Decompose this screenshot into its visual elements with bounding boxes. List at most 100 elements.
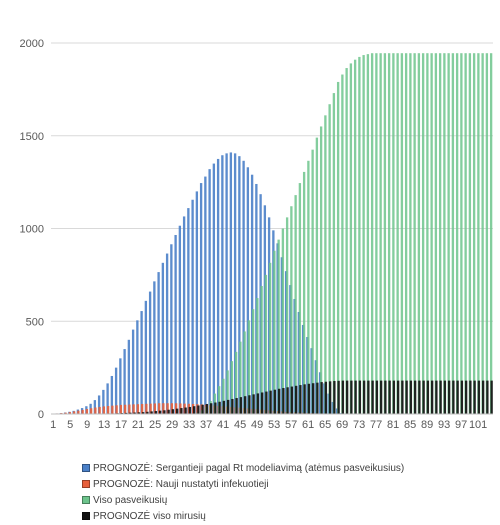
x-tick-label: 5 [67,419,73,431]
bar-series-0 [161,262,165,414]
bar-series-3 [180,408,183,414]
bar-series-3 [124,412,128,414]
bar-series-3 [418,380,421,414]
bar-series-2 [421,53,425,414]
bar-series-3 [154,411,158,414]
bar-series-1 [140,403,144,414]
bar-series-2 [379,53,382,414]
x-tick-label: 101 [469,419,487,431]
bar-series-3 [205,403,209,414]
bar-series-3 [345,380,349,414]
bar-series-2 [472,53,476,414]
x-tick-label: 89 [421,419,433,431]
bar-series-0 [153,281,156,414]
bar-series-3 [290,386,294,414]
bar-series-2 [468,53,472,414]
bar-series-3 [443,380,447,414]
legend-label: Viso pasveikusių [93,494,168,506]
bar-series-2 [426,53,429,414]
bar-series-2 [285,217,289,414]
bar-series-2 [324,115,327,414]
bar-series-1 [128,404,131,414]
bar-series-2 [349,63,353,414]
y-tick-label: 500 [26,316,44,328]
bar-series-0 [178,225,182,414]
bar-series-2 [443,53,446,414]
bar-series-2 [489,53,493,414]
bar-series-2 [341,74,344,414]
bar-series-0 [165,253,169,414]
bar-series-3 [460,380,464,414]
bar-series-3 [396,380,400,414]
bar-series-3 [337,380,340,414]
bar-series-1 [162,403,165,414]
bar-series-0 [208,169,211,414]
bar-series-0 [191,199,194,414]
legend-swatch [82,512,90,520]
bar-series-2 [294,195,297,414]
bar-series-3 [175,408,179,414]
x-tick-label: 49 [251,419,263,431]
bar-series-2 [400,53,404,414]
bar-series-3 [405,380,408,414]
bar-series-3 [269,390,272,414]
x-tick-label: 81 [387,419,399,431]
bar-series-3 [235,398,238,414]
bar-series-1 [94,407,97,414]
bar-series-2 [455,53,459,414]
bar-series-3 [171,409,175,414]
legend-swatch [82,496,90,504]
legend-label: PROGNOZĖ: Nauji nustatyti infekuotieji [93,478,269,490]
bar-series-0 [212,163,216,414]
bar-series-3 [201,404,204,414]
bar-series-0 [123,349,126,414]
bar-series-0 [157,272,160,414]
bar-series-2 [239,341,242,414]
legend-item: Viso pasveikusių [82,492,404,508]
bar-series-3 [167,409,170,414]
bar-series-2 [370,53,374,414]
bar-series-2 [311,149,314,414]
bar-series-2 [464,53,467,414]
bar-series-3 [320,382,323,414]
bar-series-1 [119,404,123,414]
bar-series-3 [392,380,396,414]
bar-series-3 [141,412,145,414]
bar-series-2 [451,53,455,414]
bar-series-2 [460,53,463,414]
bar-series-1 [106,406,110,414]
bar-series-0 [216,158,220,414]
bar-series-3 [358,380,362,414]
x-tick-label: 45 [234,419,246,431]
bar-series-1 [166,403,169,414]
bar-series-2 [230,361,234,414]
bar-series-3 [188,406,192,414]
bar-series-2 [332,93,336,414]
bar-series-0 [250,174,254,414]
bar-series-3 [430,380,434,414]
bar-series-3 [197,405,200,414]
bar-series-2 [336,81,340,414]
bar-series-2 [396,53,399,414]
x-tick-label: 21 [132,419,144,431]
bar-series-3 [401,380,404,414]
bar-series-3 [150,411,153,414]
bar-series-1 [89,408,93,414]
bar-series-2 [273,250,276,414]
x-tick-label: 13 [98,419,110,431]
bar-series-3 [473,380,476,414]
bar-series-3 [452,380,455,414]
bar-series-2 [307,160,310,414]
bar-series-1 [81,409,84,414]
bar-series-3 [371,380,374,414]
bar-series-2 [264,274,268,415]
bar-series-3 [303,384,306,414]
bar-series-1 [145,403,148,414]
bar-series-3 [481,380,485,414]
bar-series-2 [328,104,331,414]
bar-series-1 [115,405,118,414]
bar-series-3 [299,385,302,414]
bar-series-3 [192,406,196,414]
bar-series-3 [277,388,281,414]
